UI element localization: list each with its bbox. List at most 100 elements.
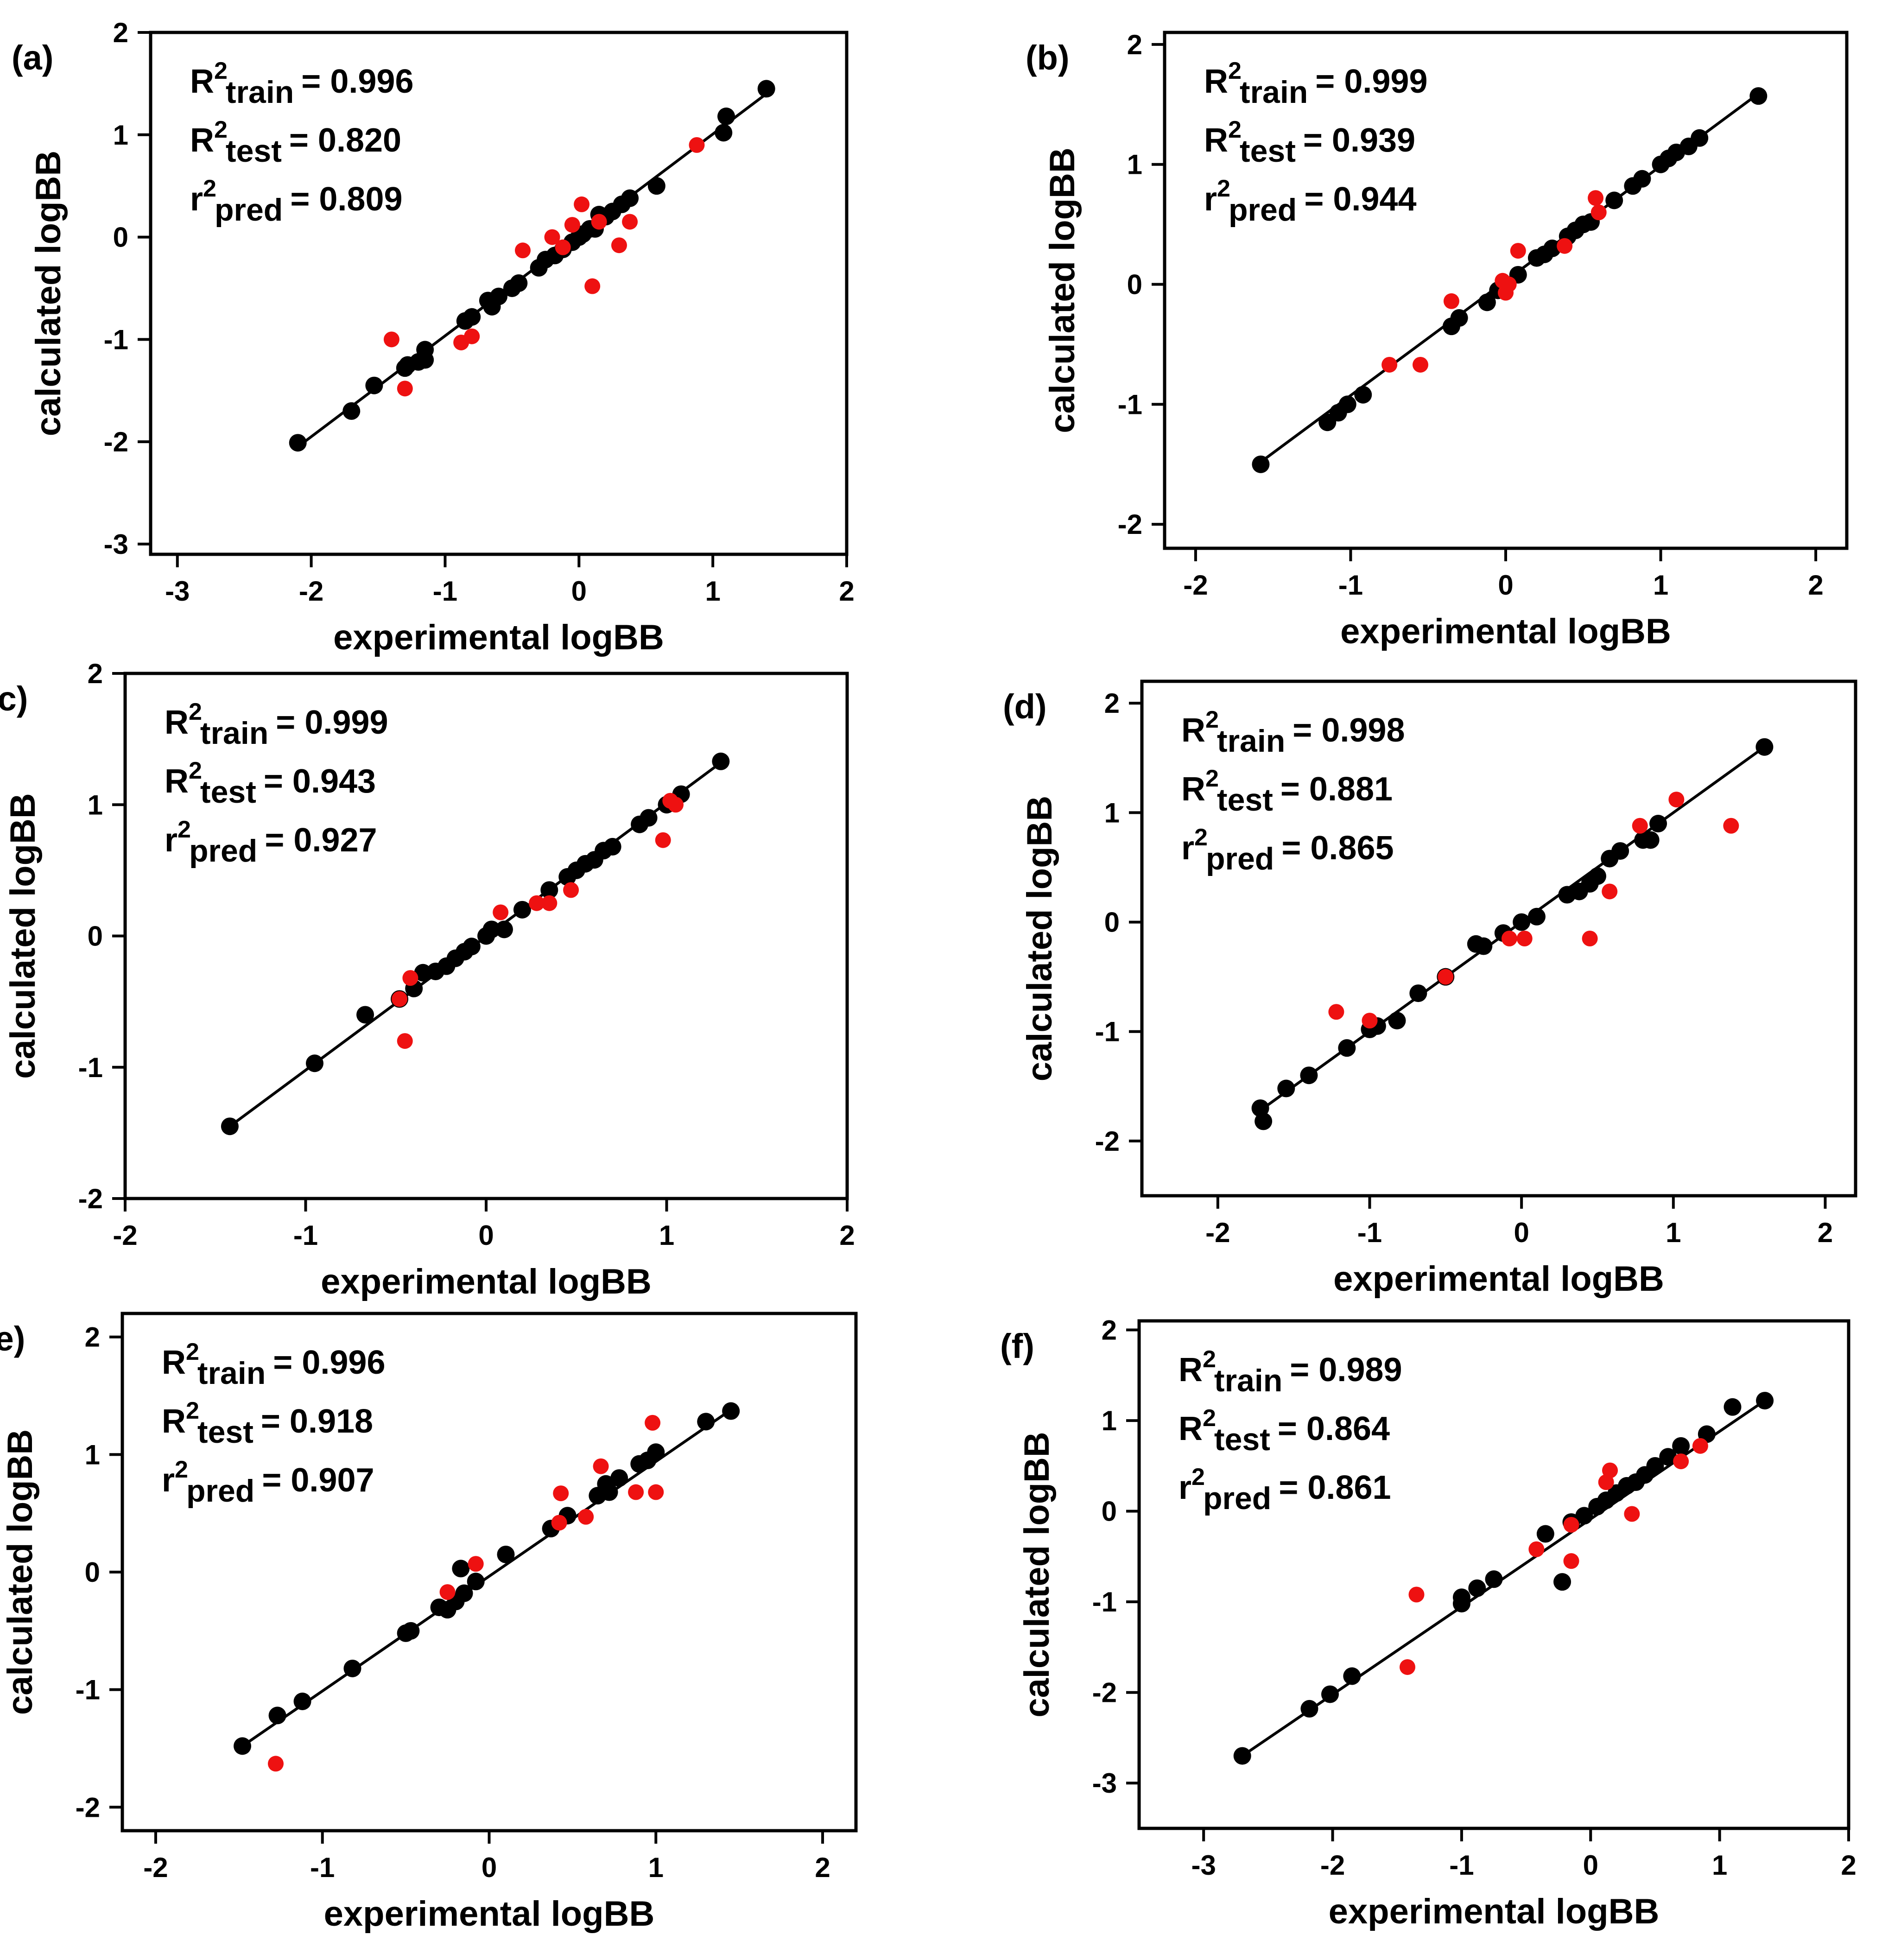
stat-superscript: 2 [203, 175, 216, 202]
test-point [1328, 1004, 1344, 1020]
stat-subscript: test [197, 1414, 253, 1450]
test-point [667, 797, 684, 813]
train-point [1543, 239, 1561, 257]
x-tick-label: -1 [433, 576, 457, 607]
stat-superscript: 2 [189, 698, 202, 725]
stat-value: = 0.943 [264, 763, 376, 800]
x-tick-label: 1 [1653, 570, 1668, 601]
y-tick-label: 2 [1104, 688, 1120, 719]
test-point [1528, 1541, 1545, 1557]
x-axis-label: experimental logBB [1340, 612, 1671, 651]
train-point [513, 901, 531, 919]
stat-superscript: 2 [214, 57, 228, 84]
stat-subscript: pred [1206, 841, 1274, 876]
train-point [1756, 1392, 1774, 1410]
train-point [1475, 937, 1493, 955]
train-point [1255, 1112, 1273, 1130]
stat-symbol: R [1204, 63, 1228, 100]
train-point [1749, 87, 1768, 105]
y-axis-label: calculated logBB [3, 793, 43, 1079]
x-tick-label: -2 [1183, 570, 1208, 601]
train-point [1691, 129, 1709, 147]
x-tick-label: -2 [299, 576, 323, 607]
y-tick-label: -1 [78, 1052, 103, 1083]
x-tick-label: -3 [165, 576, 190, 607]
x-tick-label: -1 [293, 1220, 318, 1251]
stat-pred: r2 pred = 0.907 [162, 1456, 374, 1509]
stat-symbol: R [1181, 771, 1205, 808]
train-point [1409, 984, 1427, 1002]
train-point [647, 1443, 665, 1461]
regression-line [1242, 1399, 1766, 1757]
test-point [1516, 931, 1533, 946]
test-point [1443, 293, 1459, 309]
test-point [1582, 931, 1598, 946]
y-tick-label: 1 [1102, 1405, 1117, 1436]
x-tick-label: -1 [1449, 1850, 1474, 1881]
train-point [467, 1573, 485, 1591]
stat-value: = 0.996 [301, 63, 413, 100]
train-point [1321, 1685, 1339, 1703]
test-point [541, 895, 558, 911]
train-point [497, 1545, 515, 1563]
test-point [402, 970, 418, 986]
y-tick-label: 1 [85, 1439, 100, 1470]
x-tick-label: 1 [705, 576, 720, 607]
x-tick-label: 0 [571, 576, 587, 607]
panel-label: (c) [0, 679, 28, 718]
train-point [603, 837, 621, 856]
train-point [463, 308, 481, 326]
train-point [1277, 1079, 1295, 1097]
train-point [1649, 815, 1667, 833]
x-tick-label: 2 [1841, 1850, 1856, 1881]
y-tick-label: 0 [1102, 1496, 1117, 1527]
y-tick-label: 0 [85, 1557, 100, 1588]
stat-superscript: 2 [1205, 765, 1219, 792]
train-point [712, 752, 730, 770]
x-tick-label: 2 [839, 1220, 855, 1251]
test-point [1501, 931, 1517, 946]
y-tick-label: -2 [76, 1792, 100, 1823]
stat-pred: r2 pred = 0.865 [1181, 824, 1394, 876]
stat-value: = 0.809 [290, 181, 402, 218]
stat-superscript: 2 [1205, 706, 1219, 733]
train-point [1251, 1099, 1269, 1117]
train-point [416, 341, 434, 359]
test-point [584, 278, 601, 294]
test-point [622, 214, 638, 230]
train-point [289, 434, 307, 452]
test-point [551, 1515, 567, 1531]
y-tick-label: 2 [113, 17, 128, 48]
train-point [1388, 1012, 1406, 1030]
stat-subscript: pred [1203, 1481, 1271, 1516]
test-point [383, 331, 399, 348]
train-point [1252, 455, 1270, 473]
test-point [267, 1756, 284, 1772]
stat-train: R2 train = 0.996 [190, 57, 414, 110]
stat-superscript: 2 [1217, 175, 1230, 202]
stat-superscript: 2 [186, 1397, 199, 1424]
plot-frame [1140, 679, 1857, 1198]
stat-pred: r2 pred = 0.861 [1179, 1464, 1391, 1516]
stat-symbol: R [162, 1403, 186, 1440]
test-point [468, 1556, 484, 1572]
test-point [1723, 818, 1739, 834]
stat-symbol: r [162, 1462, 175, 1499]
train-point [1553, 1573, 1572, 1591]
train-point [1452, 1588, 1470, 1606]
y-tick-label: 0 [113, 222, 128, 253]
test-point [611, 237, 627, 254]
train-point [342, 402, 361, 420]
x-tick-label: -1 [1357, 1217, 1382, 1248]
y-axis-label: calculated logBB [1017, 1432, 1057, 1718]
y-tick-label: -2 [1095, 1126, 1120, 1157]
stat-symbol: R [165, 763, 189, 800]
train-point [1513, 913, 1531, 931]
train-point [293, 1693, 311, 1710]
test-point [464, 328, 480, 344]
stat-test: R2 test = 0.864 [1179, 1405, 1390, 1457]
test-point [563, 882, 579, 898]
x-tick-label: -2 [1205, 1217, 1230, 1248]
train-point [1478, 293, 1496, 311]
train-point [600, 1483, 618, 1501]
